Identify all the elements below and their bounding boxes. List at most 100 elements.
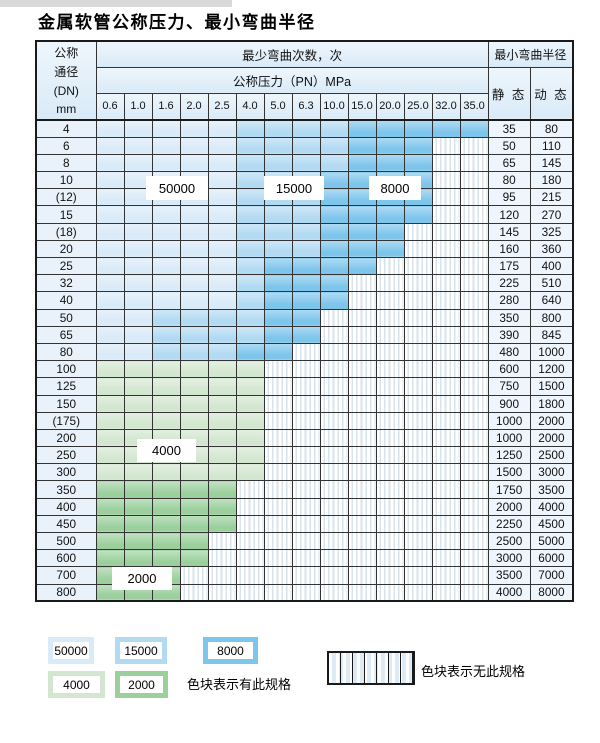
cell-cycles-2000 — [179, 549, 209, 568]
cell-cycles-50000 — [151, 274, 181, 293]
cell-no-spec — [347, 360, 377, 379]
cell-cycles-4000 — [207, 394, 237, 413]
cell-no-spec — [375, 428, 405, 448]
cell-no-spec — [347, 549, 377, 568]
cell-cycles-4000 — [207, 428, 237, 448]
table-row-dn-6: 6 50 110 — [35, 136, 574, 155]
cell-cycles-8000 — [403, 136, 433, 155]
static-radius-value: 145 — [487, 222, 531, 241]
cell-cycles-8000 — [263, 308, 293, 327]
cell-cycles-50000 — [95, 119, 125, 138]
cell-no-spec — [263, 566, 293, 585]
cell-cycles-4000 — [151, 411, 181, 430]
cell-cycles-50000 — [95, 188, 125, 207]
cell-no-spec — [431, 171, 461, 190]
cell-no-spec — [403, 291, 433, 310]
cell-no-spec — [319, 480, 349, 499]
pressure-values-row: 0.6 1.0 1.6 2.0 2.5 4.0 5.0 6.3 10.0 15.0 20.0 25.0… — [36, 92, 573, 121]
cell-no-spec — [319, 583, 349, 602]
cell-cycles-15000 — [235, 188, 265, 207]
table-header: 公称 通径 (DN) mm 最少弯曲次数，次 最小弯曲半径 公称压力（PN）MP… — [35, 40, 574, 121]
cell-no-spec — [431, 325, 461, 344]
cell-cycles-4000 — [207, 446, 237, 465]
static-radius-value: 1750 — [487, 480, 531, 499]
cell-cycles-50000 — [95, 342, 125, 362]
cell-cycles-50000 — [207, 274, 237, 293]
cell-no-spec — [319, 531, 349, 551]
cell-no-spec — [431, 308, 461, 327]
cell-no-spec — [347, 446, 377, 465]
cell-cycles-8000 — [319, 256, 349, 276]
cell-no-spec — [235, 549, 265, 568]
cell-no-spec — [375, 325, 405, 344]
cell-no-spec — [431, 583, 461, 602]
cell-no-spec — [291, 514, 321, 534]
cell-no-spec — [403, 256, 433, 276]
cycles-label-50000: 50000 — [146, 176, 208, 200]
cell-no-spec — [431, 411, 461, 430]
pressure-col-1.0: 1.0 — [123, 92, 153, 121]
cell-no-spec — [459, 325, 489, 344]
cell-no-spec — [431, 446, 461, 465]
cell-cycles-4000 — [123, 394, 153, 413]
dynamic-radius-value: 3500 — [529, 480, 574, 499]
cycles-label-2000: 2000 — [112, 567, 172, 590]
pressure-col-32.0: 32.0 — [431, 92, 461, 121]
table-body: 4 35 80 6 50 110 8 65 145 10 80 180 (12) 95 215 15 120 27… — [35, 119, 574, 602]
cell-cycles-4000 — [207, 463, 237, 482]
cell-cycles-8000 — [347, 239, 377, 259]
cell-no-spec — [431, 549, 461, 568]
static-radius-value: 390 — [487, 325, 531, 344]
dn-value: 800 — [35, 583, 97, 602]
cell-cycles-50000 — [207, 136, 237, 155]
cell-no-spec — [403, 463, 433, 482]
dynamic-radius-value: 270 — [529, 205, 574, 224]
cell-cycles-50000 — [123, 239, 153, 259]
legend-swatch-value: 15000 — [120, 642, 162, 659]
dn-header-line: (DN) — [53, 83, 79, 98]
cell-cycles-50000 — [123, 119, 153, 138]
cell-no-spec — [459, 411, 489, 430]
cell-no-spec — [431, 463, 461, 482]
pressure-col-20.0: 20.0 — [375, 92, 405, 121]
cell-no-spec — [459, 497, 489, 516]
cell-no-spec — [347, 394, 377, 413]
cell-no-spec — [459, 531, 489, 551]
dn-value: 600 — [35, 549, 97, 568]
cell-no-spec — [403, 360, 433, 379]
cell-no-spec — [403, 428, 433, 448]
cell-cycles-2000 — [123, 514, 153, 534]
cell-no-spec — [459, 291, 489, 310]
cell-cycles-4000 — [95, 411, 125, 430]
cell-cycles-4000 — [235, 394, 265, 413]
cell-no-spec — [319, 377, 349, 396]
cell-no-spec — [291, 531, 321, 551]
legend-swatch-8000: 8000 — [203, 637, 258, 664]
cell-no-spec — [319, 428, 349, 448]
table-row-dn-100: 100 600 1200 — [35, 360, 574, 379]
legend-swatch-2000: 2000 — [115, 671, 168, 698]
cell-no-spec — [347, 291, 377, 310]
cell-cycles-50000 — [95, 153, 125, 173]
cell-no-spec — [347, 566, 377, 585]
cell-no-spec — [403, 497, 433, 516]
cell-no-spec — [263, 360, 293, 379]
dynamic-radius-value: 145 — [529, 153, 574, 173]
cell-no-spec — [403, 531, 433, 551]
table-row-dn-32: 32 225 510 — [35, 274, 574, 293]
cell-no-spec — [263, 411, 293, 430]
cell-no-spec — [291, 394, 321, 413]
cell-cycles-50000 — [123, 325, 153, 344]
cell-no-spec — [263, 428, 293, 448]
cell-cycles-4000 — [95, 394, 125, 413]
pressure-col-6.3: 6.3 — [291, 92, 321, 121]
dn-value: 450 — [35, 514, 97, 534]
cell-cycles-50000 — [207, 291, 237, 310]
static-radius-value: 120 — [487, 205, 531, 224]
static-radius-value: 2250 — [487, 514, 531, 534]
cell-cycles-50000 — [179, 239, 209, 259]
cell-no-spec — [403, 411, 433, 430]
cell-no-spec — [291, 446, 321, 465]
cell-no-spec — [319, 463, 349, 482]
